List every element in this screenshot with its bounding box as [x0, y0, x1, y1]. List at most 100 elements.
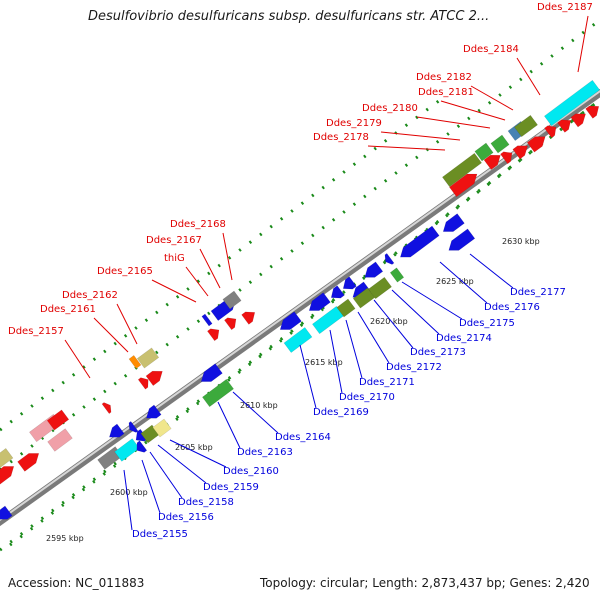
gene-glyph[interactable]: [557, 116, 575, 133]
gene-glyph[interactable]: [207, 325, 222, 342]
gene-glyph[interactable]: [382, 253, 395, 266]
tick-track-0: [0, 18, 600, 472]
gene-label-forward[interactable]: Ddes_2162: [62, 290, 118, 301]
leader-line: [141, 459, 161, 514]
gene-label-reverse[interactable]: Ddes_2173: [410, 347, 466, 358]
gene-glyph[interactable]: [152, 418, 172, 438]
gene-label-reverse[interactable]: Ddes_2169: [313, 407, 369, 418]
gene-glyph[interactable]: [241, 308, 259, 325]
gene-glyph[interactable]: [283, 327, 313, 353]
leader-line: [439, 261, 488, 304]
gene-glyph[interactable]: [474, 142, 494, 162]
leader-line: [391, 289, 440, 335]
gene-label-forward[interactable]: Ddes_2182: [416, 72, 472, 83]
gene-label-reverse[interactable]: Ddes_2172: [386, 362, 442, 373]
gene-glyph[interactable]: [500, 148, 515, 165]
leader-line: [577, 15, 589, 73]
gene-glyph[interactable]: [483, 150, 504, 170]
leader-line: [416, 116, 491, 129]
gene-glyph[interactable]: [202, 378, 234, 408]
leader-line: [232, 391, 279, 434]
gene-glyph[interactable]: [389, 267, 405, 283]
gene-glyph[interactable]: [490, 134, 510, 154]
gene-label-forward[interactable]: Ddes_2180: [362, 103, 418, 114]
gene-glyph[interactable]: [101, 400, 114, 414]
gene-label-forward[interactable]: thiG: [164, 253, 185, 264]
gene-label-reverse[interactable]: Ddes_2160: [223, 466, 279, 477]
gene-label-reverse[interactable]: Ddes_2156: [158, 512, 214, 523]
gene-glyph[interactable]: [397, 225, 440, 262]
leader-line: [357, 311, 390, 364]
gene-glyph[interactable]: [17, 449, 43, 472]
gene-glyph[interactable]: [449, 169, 480, 198]
gene-glyph[interactable]: [512, 141, 531, 160]
gene-glyph[interactable]: [514, 114, 538, 138]
gene-glyph[interactable]: [336, 298, 356, 318]
gene-glyph[interactable]: [128, 355, 142, 369]
gene-label-reverse[interactable]: Ddes_2159: [203, 482, 259, 493]
gene-glyph[interactable]: [198, 363, 223, 387]
gene-label-forward[interactable]: Ddes_2178: [313, 132, 369, 143]
leader-line: [93, 317, 129, 353]
gene-glyph[interactable]: [445, 228, 476, 255]
gene-glyph[interactable]: [442, 152, 482, 188]
tick-track-2: [0, 98, 441, 432]
gene-glyph[interactable]: [126, 421, 139, 434]
gene-label-forward[interactable]: Ddes_2157: [8, 326, 64, 337]
scale-label: 2615 kbp: [305, 358, 343, 367]
gene-glyph[interactable]: [133, 440, 148, 455]
gene-label-forward[interactable]: Ddes_2184: [463, 44, 519, 55]
gene-glyph[interactable]: [361, 261, 384, 282]
gene-glyph[interactable]: [201, 313, 213, 327]
leader-line: [151, 279, 197, 303]
gene-glyph[interactable]: [368, 276, 392, 300]
genome-summary-text: Topology: circular; Length: 2,873,437 bp…: [260, 576, 590, 590]
leader-line: [185, 266, 209, 297]
gene-label-reverse[interactable]: Ddes_2174: [436, 333, 492, 344]
gene-glyph[interactable]: [440, 213, 465, 237]
gene-glyph[interactable]: [222, 290, 242, 310]
scale-label: 2595 kbp: [46, 534, 84, 543]
gene-label-forward[interactable]: Ddes_2187: [537, 2, 593, 13]
gene-glyph[interactable]: [106, 423, 125, 442]
gene-glyph[interactable]: [306, 292, 331, 316]
gene-label-reverse[interactable]: Ddes_2171: [359, 377, 415, 388]
gene-label-reverse[interactable]: Ddes_2177: [510, 287, 566, 298]
scale-label: 2600 kbp: [110, 488, 148, 497]
gene-glyph[interactable]: [585, 102, 600, 119]
gene-glyph[interactable]: [526, 132, 549, 153]
gene-glyph[interactable]: [544, 122, 559, 139]
gene-label-forward[interactable]: Ddes_2167: [146, 235, 202, 246]
gene-label-forward[interactable]: Ddes_2168: [170, 219, 226, 230]
gene-glyph[interactable]: [224, 314, 239, 331]
gene-glyph[interactable]: [145, 366, 166, 386]
gene-glyph[interactable]: [328, 285, 345, 303]
gene-glyph[interactable]: [340, 276, 357, 294]
leader-line: [401, 281, 463, 320]
gene-label-reverse[interactable]: Ddes_2170: [339, 392, 395, 403]
gene-glyph[interactable]: [570, 109, 589, 128]
gene-label-reverse[interactable]: Ddes_2158: [178, 497, 234, 508]
gene-glyph[interactable]: [0, 462, 17, 485]
gene-label-forward[interactable]: Ddes_2181: [418, 87, 474, 98]
leader-line: [169, 439, 227, 468]
gene-label-reverse[interactable]: Ddes_2164: [275, 432, 331, 443]
gene-label-forward[interactable]: Ddes_2179: [326, 118, 382, 129]
gene-glyph[interactable]: [136, 347, 160, 369]
map-title: Desulfovibrio desulfuricans subsp. desul…: [88, 9, 490, 24]
gene-label-reverse[interactable]: Ddes_2155: [132, 529, 188, 540]
gene-label-reverse[interactable]: Ddes_2175: [459, 318, 515, 329]
gene-glyph[interactable]: [46, 409, 70, 431]
gene-label-forward[interactable]: Ddes_2165: [97, 266, 153, 277]
gene-glyph[interactable]: [47, 428, 73, 452]
gene-glyph[interactable]: [137, 375, 152, 390]
gene-glyph[interactable]: [277, 311, 302, 335]
gene-label-forward[interactable]: Ddes_2161: [40, 304, 96, 315]
gene-label-reverse[interactable]: Ddes_2163: [237, 447, 293, 458]
gene-label-reverse[interactable]: Ddes_2176: [484, 302, 540, 313]
gene-glyph[interactable]: [0, 448, 14, 468]
gene-glyph[interactable]: [0, 505, 13, 524]
gene-glyph[interactable]: [143, 404, 162, 423]
leader-line: [469, 253, 514, 289]
